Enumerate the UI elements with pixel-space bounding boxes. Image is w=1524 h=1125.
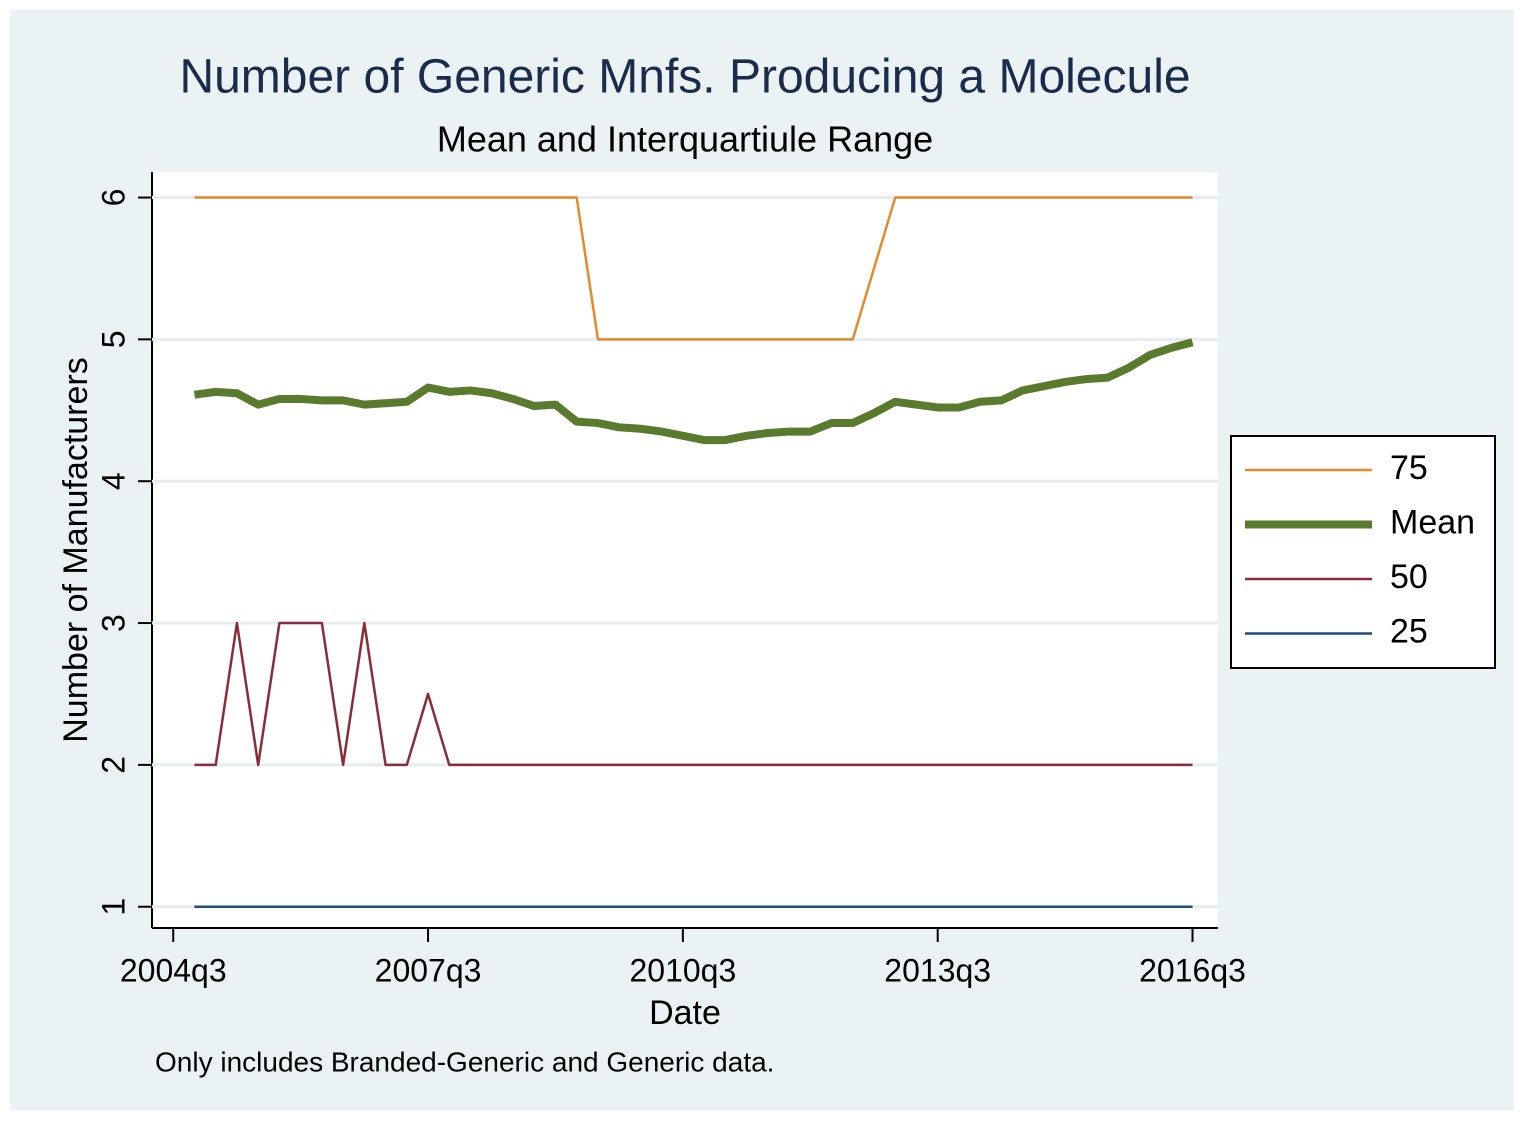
series-line xyxy=(193,338,1194,445)
series-line xyxy=(194,621,1193,767)
y-tick-label: 3 xyxy=(95,614,131,632)
y-axis-label: Number of Manufacturers xyxy=(57,357,95,743)
legend-label: Mean xyxy=(1390,503,1475,541)
x-axis-label: Date xyxy=(649,994,721,1032)
legend-label: 50 xyxy=(1390,558,1428,596)
legend-label: 25 xyxy=(1390,612,1428,650)
legend-label: 75 xyxy=(1390,449,1428,487)
legend xyxy=(1230,435,1496,669)
x-tick-label: 2013q3 xyxy=(884,952,991,988)
series-line xyxy=(194,196,1193,341)
y-tick-label: 6 xyxy=(95,189,131,207)
chart-subtitle: Mean and Interquartiule Range xyxy=(437,119,933,160)
y-tick-label: 2 xyxy=(95,756,131,774)
x-tick-label: 2016q3 xyxy=(1139,952,1246,988)
y-tick-label: 5 xyxy=(95,330,131,348)
y-tick-label: 4 xyxy=(95,472,131,490)
x-tick-label: 2010q3 xyxy=(629,952,736,988)
y-tick-label: 1 xyxy=(95,898,131,916)
note: Only includes Branded-Generic and Generi… xyxy=(155,1046,774,1077)
x-tick-label: 2004q3 xyxy=(120,952,227,988)
chart-title: Number of Generic Mnfs. Producing a Mole… xyxy=(179,51,1190,104)
plot-area xyxy=(152,172,1218,928)
x-tick-label: 2007q3 xyxy=(375,952,482,988)
